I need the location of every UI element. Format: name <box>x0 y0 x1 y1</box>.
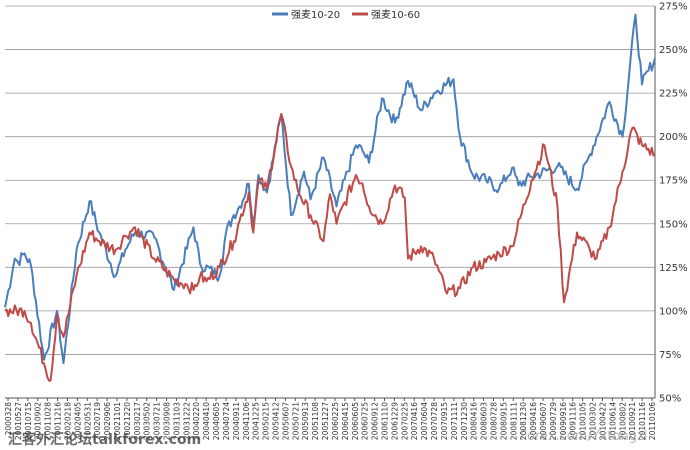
x-tick-label: 20070416 <box>410 402 419 440</box>
x-tick-label: 20071111 <box>450 402 459 440</box>
y-tick-label: 75% <box>659 350 681 361</box>
x-tick-label: 20020405 <box>73 402 82 440</box>
x-tick-label: 2000328 <box>4 402 13 436</box>
x-tick-label: 20020719 <box>93 402 102 440</box>
x-tick-label: 20080416 <box>470 402 479 440</box>
legend-label: 强麦10-20 <box>291 9 340 21</box>
x-tick-label: 20051227 <box>321 402 330 440</box>
x-tick-label: 20030721 <box>153 402 162 440</box>
series-lines <box>4 13 656 382</box>
x-tick-label: 20061229 <box>390 402 399 440</box>
watermark-right: Forex.com/Yxtongzi <box>520 429 647 444</box>
x-tick-label: 20080603 <box>480 402 489 440</box>
x-tick-label: 20040220 <box>192 402 201 440</box>
x-tick-label: 20031222 <box>182 402 191 440</box>
x-tick-label: 20050913 <box>301 402 310 440</box>
y-tick-label: 175% <box>659 176 688 187</box>
x-tick-label: 20030217 <box>133 402 142 440</box>
watermark-left: 汇客外汇论坛talkforex.com <box>8 431 201 448</box>
x-tick-label: 20041225 <box>252 402 261 440</box>
y-tick-label: 100% <box>659 306 688 317</box>
x-tick-label: 20090416 <box>529 402 538 440</box>
y-tick-label: 125% <box>659 263 688 274</box>
x-tick-label: 20040911 <box>232 402 241 440</box>
x-tick-label: 20050607 <box>281 402 290 440</box>
x-tick-label: 20080728 <box>489 402 498 440</box>
x-tick-label: 20040724 <box>222 402 231 440</box>
y-axis: 50% 75% 100% 125% 150% 175% 200% 225% 250% 275% <box>654 2 688 405</box>
x-tick-label: 20100614 <box>608 402 617 440</box>
x-tick-label: 20090607 <box>539 402 548 440</box>
x-axis: 2000328 20010527 20010715 20010902 20011028 2… <box>4 397 657 440</box>
watermarks: 汇客外汇论坛talkforex.com Forex.com/Yxtongzi <box>8 429 647 448</box>
x-tick-label: 20040605 <box>212 402 221 440</box>
x-tick-label: 20100422 <box>598 402 607 440</box>
x-tick-label: 20090729 <box>549 402 558 440</box>
x-tick-label: 20021220 <box>123 402 132 440</box>
x-tick-label: 20041106 <box>242 402 251 440</box>
x-tick-label: 20100802 <box>618 402 627 440</box>
x-tick-label: 20061110 <box>380 402 389 440</box>
x-tick-label: 20011216 <box>54 402 63 440</box>
x-tick-label: 20050215 <box>262 402 271 440</box>
y-tick-label: 150% <box>659 219 688 230</box>
x-tick-label: 20081230 <box>519 402 528 440</box>
x-tick-label: 20010902 <box>34 402 43 440</box>
x-tick-label: 20101116 <box>638 402 647 440</box>
x-tick-label: 20050721 <box>291 402 300 440</box>
y-tick-label: 200% <box>659 132 688 143</box>
x-tick-label: 20030908 <box>163 402 172 440</box>
series-line-1 <box>4 13 656 365</box>
x-tick-label: 20020531 <box>83 402 92 440</box>
x-tick-label: 20100921 <box>628 402 637 440</box>
x-tick-label: 20070728 <box>430 402 439 440</box>
x-tick-label: 20011028 <box>44 402 53 440</box>
x-tick-label: 20100302 <box>589 402 598 440</box>
x-tick-label: 20050412 <box>272 402 281 440</box>
x-tick-label: 20080915 <box>499 402 508 440</box>
x-tick-label: 20070225 <box>400 402 409 440</box>
legend: 强麦10-20 强麦10-60 <box>272 9 420 21</box>
x-tick-label: 20060725 <box>361 402 370 440</box>
x-tick-label: 20010527 <box>14 402 23 440</box>
x-tick-label: 20090916 <box>559 402 568 440</box>
x-tick-label: 20070915 <box>440 402 449 440</box>
x-tick-label: 20060415 <box>341 402 350 440</box>
x-tick-label: 20020218 <box>63 402 72 440</box>
x-tick-label: 20031103 <box>172 402 181 440</box>
y-tick-label: 50% <box>659 394 681 405</box>
x-tick-label: 20091116 <box>569 402 578 440</box>
x-tick-label: 20051108 <box>311 402 320 440</box>
x-tick-label: 20060225 <box>331 402 340 440</box>
x-tick-label: 20060605 <box>351 402 360 440</box>
x-tick-label: 20020906 <box>103 402 112 440</box>
x-tick-label: 20100105 <box>579 402 588 440</box>
y-tick-label: 250% <box>659 45 688 56</box>
y-tick-label: 225% <box>659 89 688 100</box>
x-tick-label: 20040410 <box>202 402 211 440</box>
y-tick-label: 275% <box>659 2 688 13</box>
x-tick-label: 20060912 <box>371 402 380 440</box>
x-tick-label: 20071230 <box>460 402 469 440</box>
x-tick-label: 20070604 <box>420 402 429 440</box>
x-tick-label: 20030502 <box>143 402 152 440</box>
x-tick-label: 20021101 <box>113 402 122 440</box>
x-tick-label: 20081111 <box>509 402 518 440</box>
legend-label: 强麦10-60 <box>371 9 420 21</box>
x-tick-label: 20110106 <box>648 402 657 440</box>
series-line-2 <box>4 113 656 382</box>
x-tick-label: 20010715 <box>24 402 33 440</box>
